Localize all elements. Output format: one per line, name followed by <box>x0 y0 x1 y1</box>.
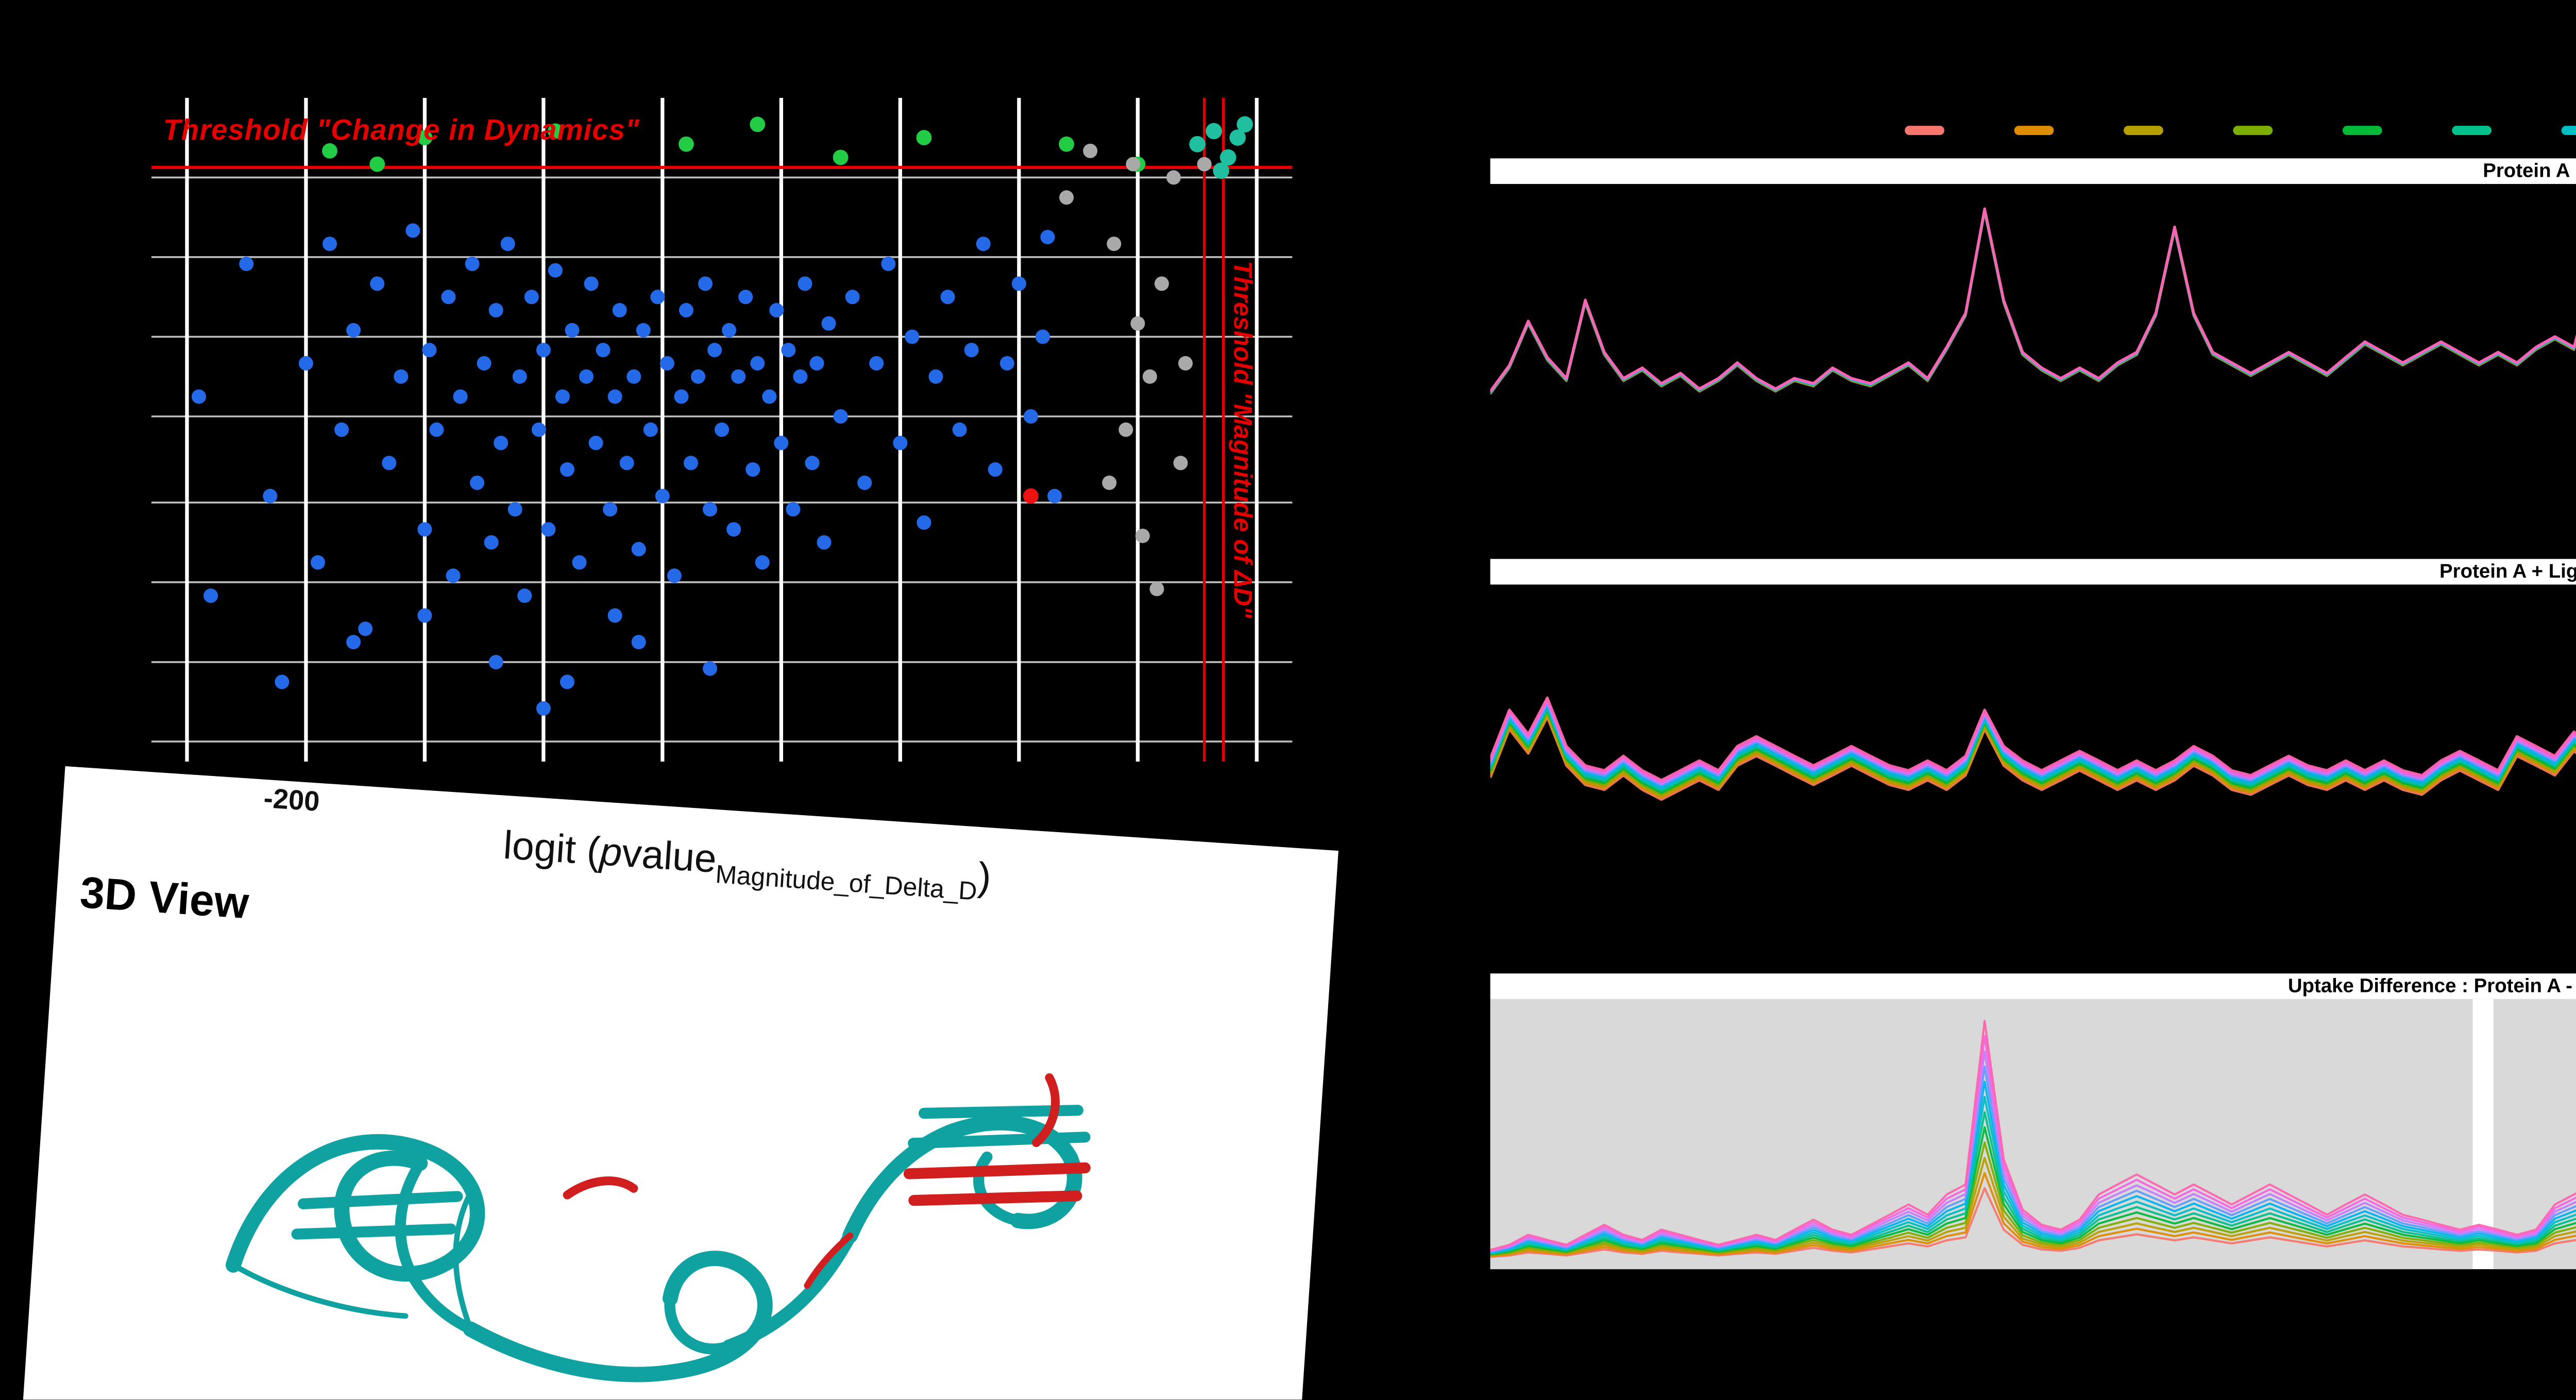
scatter-points-teal <box>1189 116 1253 179</box>
legend-key[interactable] <box>2452 126 2492 134</box>
volcano-x-axis-label: logit (pvalueMagnitude_of_Delta_D) <box>362 814 1132 917</box>
legend-key[interactable] <box>2561 126 2576 134</box>
scatter-points-grey <box>1059 143 1212 597</box>
view3d-panel: -200 logit (pvalueMagnitude_of_Delta_D) … <box>19 766 1338 1400</box>
legend-key[interactable] <box>2014 126 2054 134</box>
panel-title-protein-a-text: Protein A <box>2483 158 2570 182</box>
legend-key[interactable] <box>2233 126 2273 134</box>
axis-label-p: p <box>598 830 624 876</box>
scatter-points-red <box>1023 488 1039 504</box>
axis-label-value: value <box>620 831 718 882</box>
uptake-difference-chart[interactable] <box>1490 999 2576 1270</box>
scatter-points-blue <box>191 223 1062 716</box>
panel-title-uptake-difference: Uptake Difference : Protein A - (Protein… <box>1490 973 2576 999</box>
threshold-change-in-dynamics-label: Threshold "Change in Dynamics" <box>163 114 640 147</box>
threshold-magnitude-label: Threshold "Magnitude of ΔD" <box>1227 261 1256 618</box>
panel-title-protein-a: Protein A <box>1490 158 2576 184</box>
protein-3d-structure[interactable] <box>155 919 1152 1399</box>
axis-label-prefix: logit ( <box>502 823 602 874</box>
volcano-scatter-plot[interactable] <box>151 97 1293 762</box>
legend-key[interactable] <box>2342 126 2382 134</box>
panel-title-uptake-difference-text: Uptake Difference : Protein A - (Protein… <box>2287 973 2576 997</box>
uptake-chart-protein-a[interactable] <box>1490 187 2576 466</box>
panel-title-protein-a-ligand: Protein A + Ligand <box>1490 559 2576 585</box>
axis-label-subscript: Magnitude_of_Delta_D <box>714 862 978 907</box>
x-axis-tick-label: -200 <box>262 782 321 818</box>
legend-key[interactable] <box>1905 126 1944 134</box>
timepoint-legend <box>1490 126 2576 134</box>
panel-title-protein-a-ligand-text: Protein A + Ligand <box>2439 559 2576 582</box>
legend-key[interactable] <box>2123 126 2163 134</box>
uptake-chart-protein-a-ligand[interactable] <box>1490 592 2576 852</box>
protein-ribbon <box>225 1073 1091 1382</box>
axis-label-suffix: ) <box>976 855 993 900</box>
